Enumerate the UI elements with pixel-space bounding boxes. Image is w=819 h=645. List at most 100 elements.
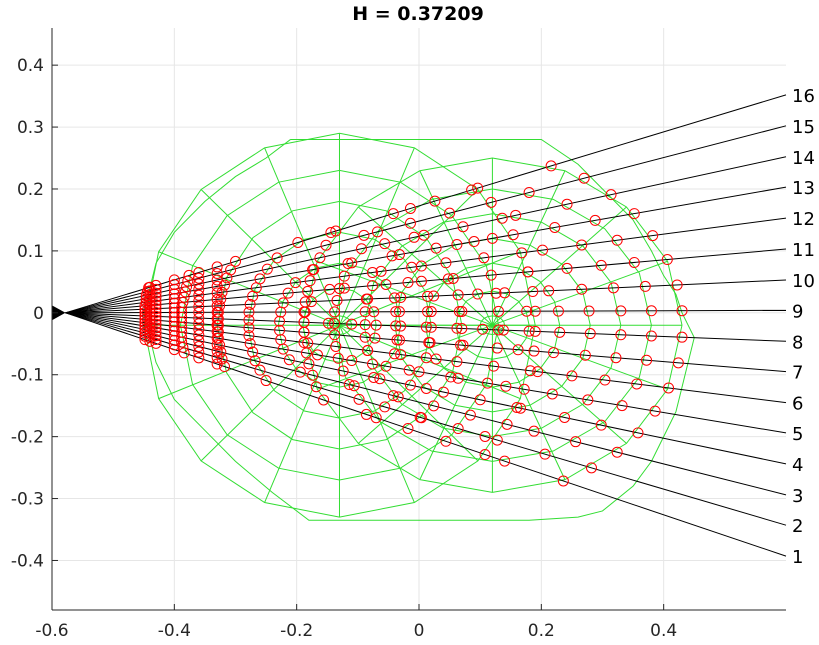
intersection-marker: [395, 349, 407, 361]
intersection-marker: [645, 305, 657, 317]
ray-label: 11: [792, 240, 815, 261]
intersection-marker: [150, 291, 162, 303]
intersection-marker: [444, 207, 456, 219]
intersection-marker: [302, 285, 314, 297]
intersection-marker: [211, 352, 223, 364]
intersection-marker: [215, 293, 227, 305]
mesh-spoke: [339, 324, 415, 503]
intersection-marker: [585, 462, 597, 474]
intersection-marker: [548, 347, 560, 359]
intersection-marker: [150, 337, 162, 349]
intersection-marker: [605, 189, 617, 201]
intersection-marker: [628, 256, 640, 268]
intersection-marker: [193, 289, 205, 301]
intersection-marker: [368, 306, 380, 318]
intersection-marker: [529, 305, 541, 317]
intersection-marker: [330, 225, 342, 237]
intersection-marker: [168, 292, 180, 304]
intersection-marker: [428, 400, 440, 412]
intersection-marker: [527, 286, 539, 298]
intersection-marker: [193, 266, 205, 278]
intersection-marker: [371, 226, 383, 238]
mesh-spoke: [339, 324, 479, 462]
intersection-marker: [168, 297, 180, 309]
intersection-marker: [491, 342, 503, 354]
intersection-marker: [539, 448, 551, 460]
intersection-marker: [395, 292, 407, 304]
intersection-marker: [311, 349, 323, 361]
intersection-marker: [338, 270, 350, 282]
intersection-marker: [362, 293, 374, 305]
intersection-marker: [457, 339, 469, 351]
intersection-marker: [144, 285, 156, 297]
x-tick-label: 0.2: [528, 621, 555, 641]
intersection-marker: [150, 333, 162, 345]
mesh-spoke: [264, 324, 340, 503]
intersection-marker: [543, 285, 555, 297]
intersection-marker: [528, 345, 540, 357]
intersection-marker: [611, 446, 623, 458]
x-tick-label: -0.6: [35, 621, 68, 641]
intersection-marker: [150, 303, 162, 315]
y-tick-label: -0.1: [11, 366, 44, 386]
y-tick-label: -0.3: [11, 490, 44, 510]
intersection-marker: [211, 306, 223, 318]
intersection-marker: [516, 247, 528, 259]
mesh-spoke: [492, 324, 627, 444]
intersection-marker: [322, 317, 334, 329]
intersection-marker: [632, 427, 644, 439]
intersection-marker: [611, 234, 623, 246]
intersection-marker: [608, 282, 620, 294]
x-tick-label: -0.4: [158, 621, 191, 641]
y-tick-label: 0.4: [17, 56, 44, 76]
intersection-marker: [663, 382, 675, 394]
intersection-marker: [338, 282, 350, 294]
intersection-marker: [211, 267, 223, 279]
intersection-marker: [292, 237, 304, 249]
intersection-marker: [277, 297, 289, 309]
intersection-marker: [428, 290, 440, 302]
intersection-marker: [168, 306, 180, 318]
mesh-spoke: [419, 324, 493, 480]
mesh-spoke: [357, 206, 493, 326]
ray-label: 6: [792, 394, 803, 415]
intersection-marker: [528, 425, 540, 437]
intersection-marker: [501, 418, 513, 430]
intersection-marker: [144, 335, 156, 347]
intersection-marker: [422, 290, 434, 302]
intersection-marker: [353, 393, 365, 405]
intersection-marker: [415, 275, 427, 287]
intersection-marker: [307, 369, 319, 381]
intersection-marker: [168, 283, 180, 295]
intersection-marker: [283, 354, 295, 366]
intersection-marker: [451, 239, 463, 251]
intersection-marker: [330, 340, 342, 352]
x-tick-label: 0: [414, 621, 425, 641]
intersection-marker: [360, 408, 372, 420]
intersection-marker: [346, 257, 358, 269]
intersection-marker: [486, 232, 498, 244]
mesh-spoke: [200, 324, 340, 462]
intersection-marker: [260, 375, 272, 387]
ray-line: [65, 312, 787, 434]
ray-label: 16: [792, 86, 815, 107]
intersection-marker: [243, 306, 255, 318]
intersection-marker: [380, 278, 392, 290]
intersection-marker: [346, 355, 358, 367]
intersection-marker: [452, 372, 464, 384]
intersection-marker: [225, 264, 237, 276]
intersection-marker: [249, 355, 261, 367]
intersection-marker: [294, 366, 306, 378]
intersection-marker: [408, 231, 420, 243]
intersection-marker: [193, 284, 205, 296]
intersection-marker: [386, 250, 398, 262]
intersection-marker: [430, 242, 442, 254]
intersection-marker: [584, 328, 596, 340]
y-tick-label: 0.2: [17, 180, 44, 200]
intersection-marker: [488, 360, 500, 372]
intersection-marker: [546, 388, 558, 400]
intersection-marker: [404, 202, 416, 214]
intersection-marker: [329, 317, 341, 329]
intersection-marker: [485, 269, 497, 281]
intersection-marker: [422, 306, 434, 318]
